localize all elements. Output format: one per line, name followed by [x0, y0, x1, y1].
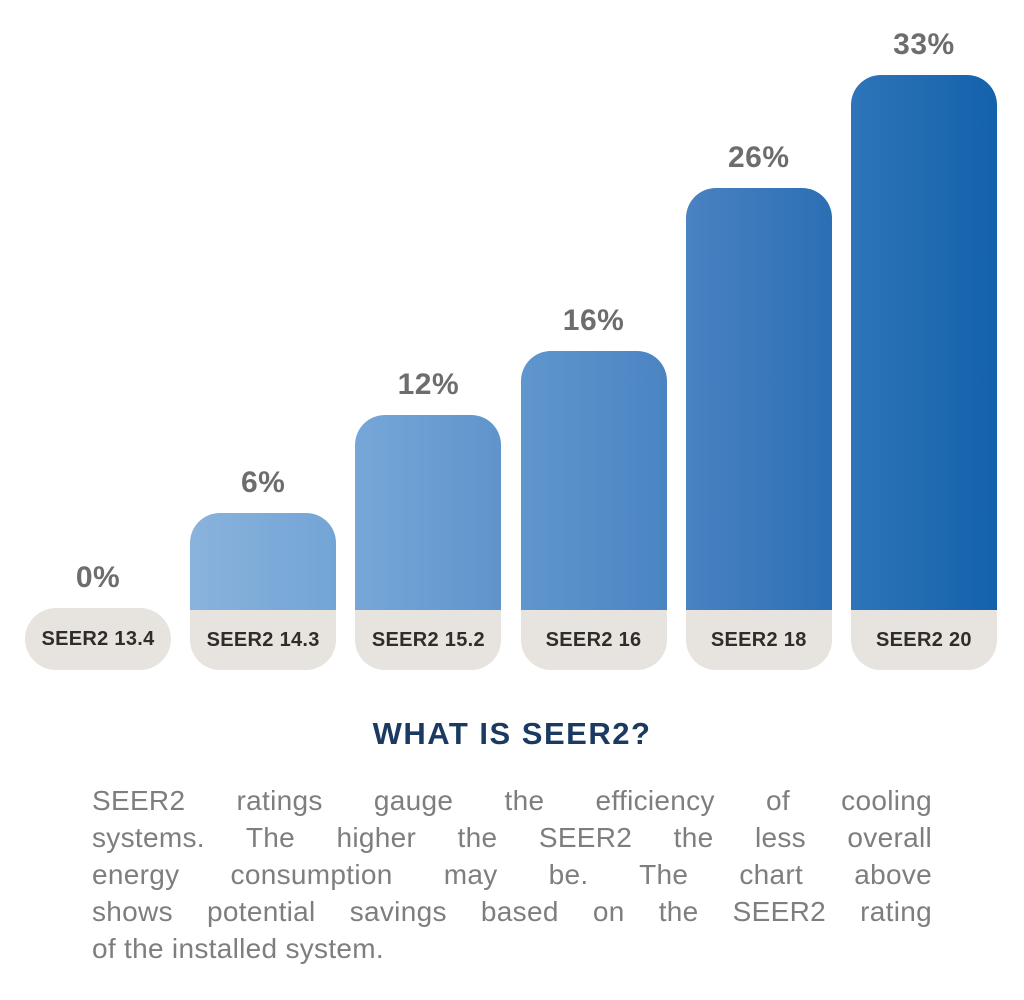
- bar: [850, 75, 997, 610]
- bar-column: 26% SEER2 18: [685, 141, 832, 670]
- category-label: SEER2 16: [520, 610, 667, 670]
- description-line: energy consumption may be. The chart abo…: [92, 859, 932, 890]
- value-label: 16%: [562, 304, 625, 337]
- value-label: 26%: [727, 141, 790, 174]
- value-label: 12%: [397, 368, 460, 401]
- category-label: SEER2 15.2: [355, 610, 502, 670]
- description-line: shows potential savings based on the SEE…: [92, 896, 932, 927]
- bar-column: 33% SEER2 20: [850, 28, 997, 670]
- bar: [520, 351, 667, 610]
- value-label: 33%: [893, 28, 955, 61]
- description-line: systems. The higher the SEER2 the less o…: [92, 822, 932, 853]
- value-label: 6%: [241, 466, 286, 499]
- description-line: SEER2 ratings gauge the efficiency of co…: [92, 785, 932, 816]
- bar: [355, 415, 502, 610]
- category-label: SEER2 14.3: [190, 610, 337, 670]
- bar-column: 6% SEER2 14.3: [190, 466, 337, 670]
- bar: [190, 513, 337, 610]
- category-label: SEER2 18: [685, 610, 832, 670]
- category-label: SEER2 20: [850, 610, 997, 670]
- bar-column: 12% SEER2 15.2: [355, 368, 502, 670]
- bar-column: 0% SEER2 13.4: [25, 561, 171, 670]
- bar: [685, 188, 832, 610]
- description-line: of the installed system.: [92, 933, 384, 964]
- bar-column: 16% SEER2 16: [520, 304, 667, 670]
- section-heading: WHAT IS SEER2?: [372, 716, 652, 751]
- seer2-bar-chart: 0% SEER2 13.4 6% SEER2 14.3 12% SEER2 15.2 16%…: [25, 28, 997, 670]
- category-label: SEER2 13.4: [25, 608, 171, 670]
- value-label: 0%: [75, 561, 121, 594]
- description-paragraph: SEER2 ratings gauge the efficiency of co…: [92, 782, 932, 967]
